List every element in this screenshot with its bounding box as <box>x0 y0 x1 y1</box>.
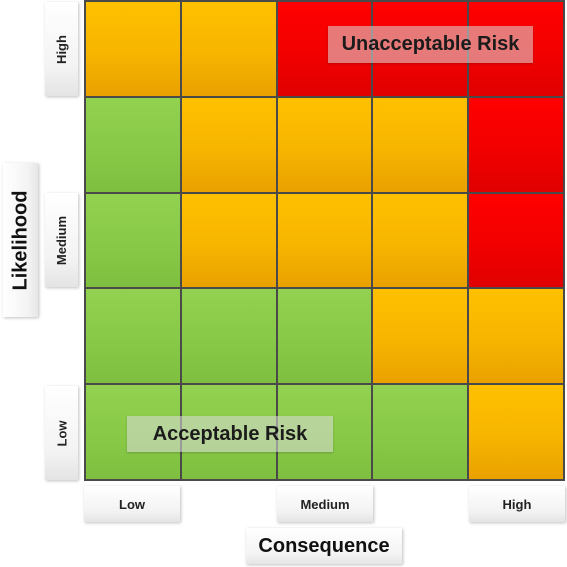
matrix-cell-r1-c1-amber <box>85 1 181 97</box>
likelihood-axis-title: Likelihood <box>3 163 38 317</box>
unacceptable-risk-text: Unacceptable Risk <box>341 33 520 55</box>
matrix-cell-r2-c1-green <box>85 96 181 193</box>
matrix-cell-r1-c2-amber <box>180 1 277 97</box>
consequence-tick-medium: Medium <box>277 486 373 522</box>
likelihood-tick-high-text: High <box>53 34 69 64</box>
consequence-axis-title-text: Consequence <box>258 534 390 557</box>
risk-matrix-grid <box>84 0 565 481</box>
matrix-cell-r2-c4-amber <box>372 96 469 193</box>
matrix-cell-r2-c3-amber <box>276 96 373 193</box>
likelihood-tick-medium-text: Medium <box>54 215 69 265</box>
matrix-cell-r3-c1-green <box>85 192 181 289</box>
matrix-cell-r3-c2-amber <box>180 192 277 289</box>
consequence-tick-medium-text: Medium <box>300 496 350 512</box>
matrix-cell-r5-c4-green <box>372 384 469 480</box>
likelihood-tick-medium: Medium <box>45 193 78 287</box>
likelihood-tick-low-text: Low <box>54 420 69 446</box>
matrix-cell-r4-c4-amber <box>372 288 469 385</box>
likelihood-tick-low: Low <box>45 386 78 480</box>
consequence-tick-high-text: High <box>502 496 532 512</box>
consequence-tick-high: High <box>469 486 565 522</box>
matrix-cell-r3-c3-amber <box>276 192 373 289</box>
matrix-cell-r4-c3-green <box>276 288 373 385</box>
matrix-cell-r4-c2-green <box>180 288 277 385</box>
matrix-cell-r4-c5-amber <box>468 288 564 385</box>
likelihood-axis-title-text: Likelihood <box>9 190 31 290</box>
acceptable-risk-label: Acceptable Risk <box>127 416 333 452</box>
consequence-tick-low: Low <box>84 486 180 522</box>
matrix-cell-r2-c2-amber <box>180 96 277 193</box>
matrix-cell-r5-c5-amber <box>468 384 564 480</box>
matrix-cell-r2-c5-red <box>468 96 564 193</box>
likelihood-tick-high: High <box>45 2 78 96</box>
matrix-cell-r3-c4-amber <box>372 192 469 289</box>
consequence-axis-title: Consequence <box>246 528 402 564</box>
matrix-cell-r3-c5-red <box>468 192 564 289</box>
matrix-cell-r4-c1-green <box>85 288 181 385</box>
consequence-tick-low-text: Low <box>119 496 145 512</box>
unacceptable-risk-label: Unacceptable Risk <box>328 26 533 63</box>
acceptable-risk-text: Acceptable Risk <box>152 422 308 445</box>
